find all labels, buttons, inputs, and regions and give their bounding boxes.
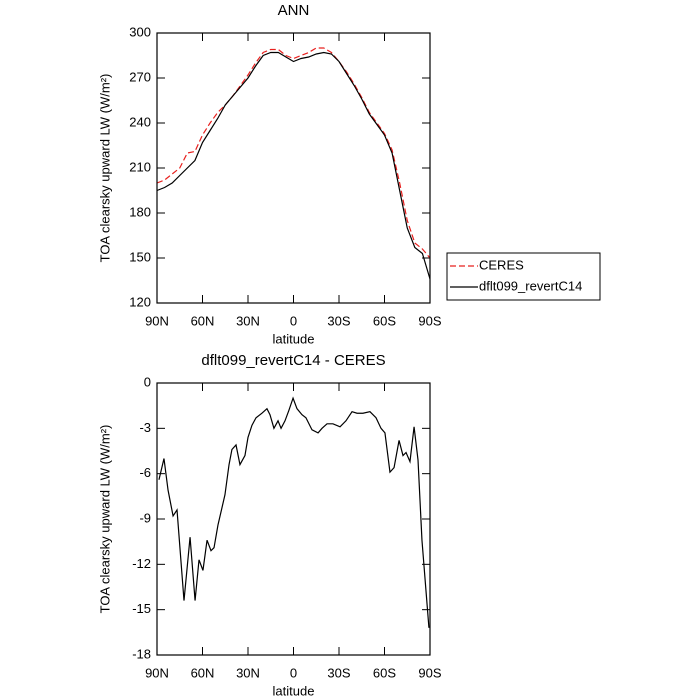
y-tick-label: 240 — [129, 114, 151, 129]
plot-frame — [156, 382, 431, 656]
y-tick-label: 0 — [144, 374, 151, 389]
x-tick-label: 60S — [373, 313, 396, 328]
x-tick-label: 90N — [145, 313, 169, 328]
x-tick-label: 0 — [290, 665, 297, 680]
y-tick-label: -6 — [139, 465, 151, 480]
y-tick-label: -12 — [132, 556, 151, 571]
x-tick-label: 30N — [236, 665, 260, 680]
data-line — [156, 51, 431, 280]
x-tick-label: 60N — [191, 313, 215, 328]
x-tick-label: 30S — [327, 313, 350, 328]
x-tick-label: 90S — [418, 313, 441, 328]
y-tick-label: 180 — [129, 204, 151, 219]
x-tick-label: 30S — [327, 665, 350, 680]
y-tick-label: 270 — [129, 69, 151, 84]
x-tick-label: 60N — [191, 665, 215, 680]
plot-frame — [156, 32, 431, 304]
x-tick-label: 90N — [145, 665, 169, 680]
y-tick-label: -15 — [132, 601, 151, 616]
x-tick-label: 30N — [236, 313, 260, 328]
data-line — [158, 396, 430, 628]
x-tick-label: 0 — [290, 313, 297, 328]
x-axis-label: latitude — [273, 683, 315, 698]
y-tick-label: 120 — [129, 294, 151, 309]
y-tick-label: -3 — [139, 420, 151, 435]
y-tick-label: 210 — [129, 159, 151, 174]
x-axis-label: latitude — [273, 331, 315, 346]
chart-title: ANN — [278, 2, 310, 19]
y-tick-label: 300 — [129, 24, 151, 39]
y-axis-label: TOA clearsky upward LW (W/m²) — [97, 74, 112, 263]
y-axis-label: TOA clearsky upward LW (W/m²) — [97, 425, 112, 614]
legend-box — [446, 252, 601, 301]
y-tick-label: -18 — [132, 646, 151, 661]
y-tick-label: -9 — [139, 510, 151, 525]
data-line — [156, 47, 431, 259]
y-tick-label: 150 — [129, 249, 151, 264]
legend-label: dflt099_revertC14 — [479, 278, 582, 293]
x-tick-label: 90S — [418, 665, 441, 680]
legend-label: CERES — [479, 257, 524, 272]
x-tick-label: 60S — [373, 665, 396, 680]
chart-title: dflt099_revertC14 - CERES — [201, 352, 385, 369]
legend: CERES dflt099_revertC14 — [446, 252, 601, 301]
